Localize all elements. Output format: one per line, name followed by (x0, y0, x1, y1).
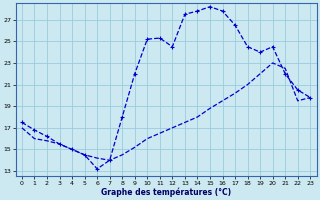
X-axis label: Graphe des températures (°C): Graphe des températures (°C) (101, 187, 231, 197)
